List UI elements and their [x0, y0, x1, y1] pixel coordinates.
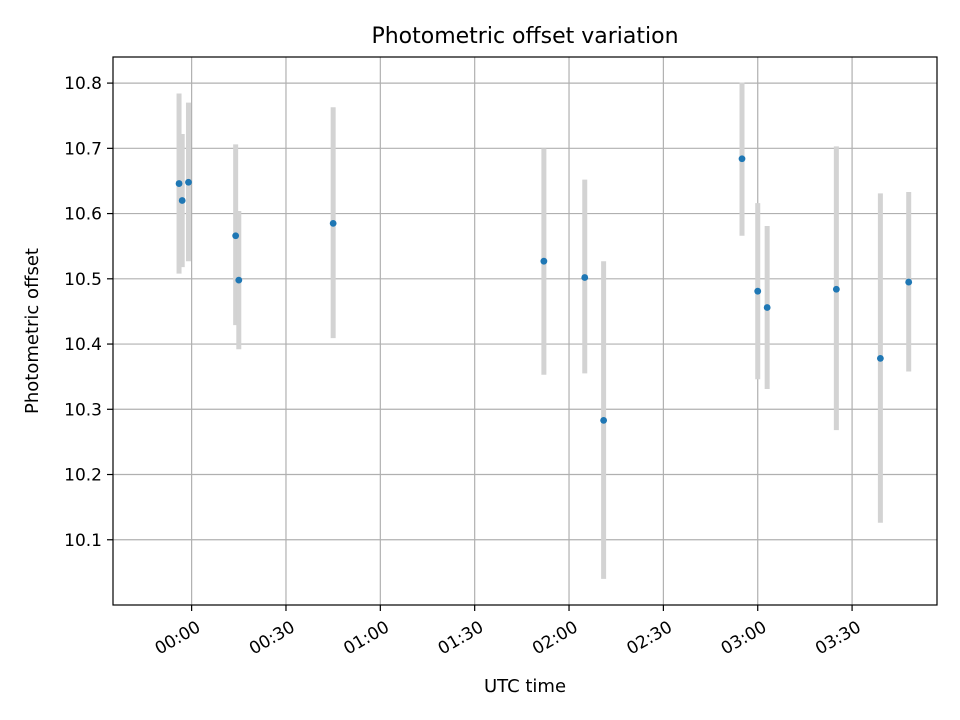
y-axis-label: Photometric offset: [22, 248, 43, 414]
data-point: [832, 285, 840, 293]
y-tick-label: 10.7: [64, 139, 102, 159]
data-point: [738, 155, 746, 163]
data-point: [232, 232, 240, 240]
y-tick-label: 10.5: [64, 270, 102, 290]
data-point: [185, 178, 192, 186]
data-point: [581, 274, 589, 281]
y-tick-label: 10.8: [64, 74, 102, 94]
data-point: [178, 197, 186, 204]
data-point: [905, 278, 913, 286]
y-tick-label: 10.4: [64, 335, 102, 355]
data-point: [754, 287, 762, 295]
chart-title: Photometric offset variation: [371, 24, 678, 49]
data-point: [763, 304, 771, 311]
grid: [113, 57, 937, 605]
data-point: [329, 219, 337, 227]
x-axis-label: UTC time: [484, 676, 566, 697]
data-point: [876, 355, 884, 362]
data-point: [235, 276, 243, 284]
data-point: [175, 180, 183, 187]
data-point: [540, 257, 548, 265]
data-point: [600, 416, 608, 424]
y-tick-label: 10.6: [64, 205, 102, 225]
plot-frame: [112, 56, 938, 606]
y-tick-label: 10.1: [64, 531, 102, 551]
y-tick-label: 10.3: [64, 400, 102, 420]
data-points: [175, 155, 913, 424]
y-tick-label: 10.2: [64, 466, 102, 486]
